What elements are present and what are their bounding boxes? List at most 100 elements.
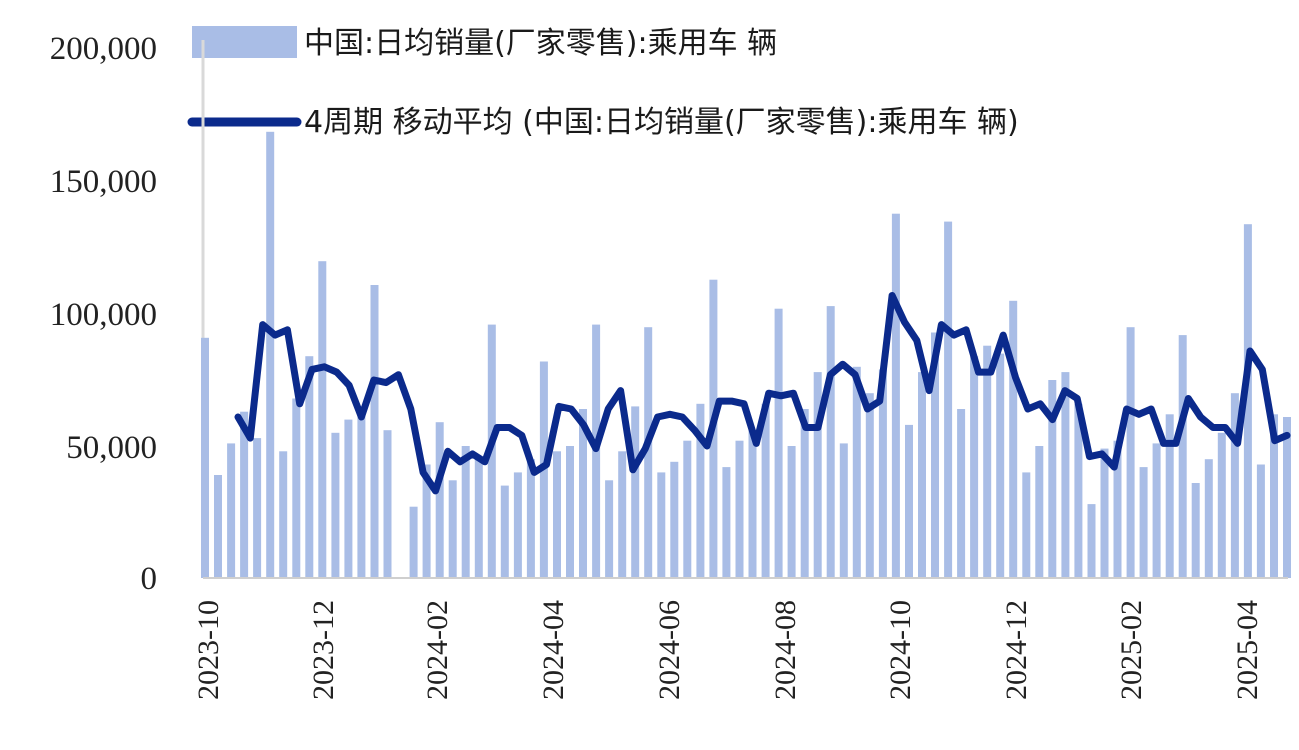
bar <box>266 131 275 579</box>
bar <box>566 446 574 578</box>
bar <box>618 451 627 578</box>
bar <box>201 337 209 578</box>
bar <box>891 213 900 578</box>
y-axis: 200,000 150,000 100,000 50,000 0 <box>50 31 157 597</box>
y-tick-label: 0 <box>141 561 158 597</box>
bar <box>983 345 992 578</box>
bar <box>839 443 848 578</box>
bar <box>1243 224 1252 578</box>
bar <box>383 430 392 578</box>
bar <box>631 406 640 578</box>
bar <box>292 398 301 578</box>
legend: 中国:日均销量(厂家零售):乘用车 辆 4周期 移动平均 (中国:日均销量(厂家… <box>187 26 1019 140</box>
x-tick-label: 2024-08 <box>769 600 802 700</box>
bar <box>461 446 470 578</box>
bar <box>579 409 587 578</box>
bar <box>878 369 887 578</box>
bar <box>435 422 444 578</box>
y-tick-label: 150,000 <box>50 164 157 200</box>
bar <box>1256 464 1265 578</box>
bar <box>722 467 731 578</box>
bar <box>644 327 653 578</box>
x-tick-label: 2024-12 <box>1000 600 1033 700</box>
bar <box>1009 300 1018 578</box>
y-tick-label: 200,000 <box>50 31 157 67</box>
bar <box>1022 472 1031 578</box>
bar <box>344 419 353 578</box>
legend-bar-swatch <box>192 26 297 58</box>
bar <box>318 261 327 578</box>
bar <box>553 451 561 578</box>
bar <box>931 332 939 578</box>
bar <box>1087 504 1096 578</box>
bar <box>865 393 874 578</box>
bar <box>448 480 457 578</box>
bar <box>813 372 822 578</box>
x-tick-label: 2023-10 <box>192 600 225 700</box>
bar <box>500 485 509 578</box>
bar <box>409 506 418 578</box>
y-tick-label: 100,000 <box>50 297 157 333</box>
bar <box>370 285 379 578</box>
bar <box>474 456 483 578</box>
bar-series <box>201 131 1291 579</box>
bar <box>279 451 288 578</box>
bar <box>996 353 1005 578</box>
bar <box>240 411 249 578</box>
bar <box>513 472 522 578</box>
bar <box>970 356 979 578</box>
bar <box>1217 432 1226 578</box>
bar <box>905 424 913 578</box>
legend-bar-label: 中国:日均销量(厂家零售):乘用车 辆 <box>304 26 777 61</box>
bar <box>852 366 861 578</box>
x-axis: 2023-10 2023-12 2024-02 2024-04 2024-06 … <box>192 600 1264 700</box>
bar <box>1126 327 1135 578</box>
line-series <box>234 292 1291 495</box>
bar <box>214 475 222 578</box>
bar <box>1074 403 1083 578</box>
bar <box>253 438 262 578</box>
bar <box>670 461 679 578</box>
bar <box>1061 372 1070 578</box>
moving-average-line <box>234 292 1291 495</box>
bar <box>944 221 953 578</box>
bar <box>1270 414 1278 578</box>
x-tick-label: 2025-02 <box>1115 600 1148 700</box>
bar <box>787 446 796 578</box>
bar <box>657 472 666 578</box>
bar <box>1283 417 1291 578</box>
bar <box>605 480 614 578</box>
bar <box>918 372 926 578</box>
bar <box>1230 393 1239 578</box>
bar <box>1100 448 1109 578</box>
bar <box>1191 483 1200 578</box>
bar <box>526 459 535 578</box>
bar <box>331 432 340 578</box>
bar <box>227 443 236 578</box>
bar <box>683 440 692 578</box>
bar <box>1113 440 1122 578</box>
x-tick-label: 2024-06 <box>653 600 686 700</box>
bar <box>800 409 809 578</box>
bar <box>761 403 770 578</box>
bar <box>1048 380 1057 578</box>
bar <box>305 356 314 578</box>
bar <box>1152 443 1161 578</box>
bar <box>696 403 705 578</box>
bar <box>1178 335 1187 578</box>
x-tick-label: 2025-04 <box>1231 600 1264 700</box>
bar <box>735 440 744 578</box>
x-tick-label: 2023-12 <box>307 600 340 700</box>
x-tick-label: 2024-02 <box>421 600 454 700</box>
x-tick-label: 2024-04 <box>537 600 570 700</box>
bar <box>748 430 757 578</box>
x-tick-label: 2024-10 <box>884 600 917 700</box>
y-tick-label: 50,000 <box>66 430 157 466</box>
bar <box>1204 459 1213 578</box>
bar <box>357 409 366 578</box>
bar <box>1139 467 1148 578</box>
bar <box>1035 446 1044 578</box>
bar <box>957 409 966 578</box>
bar <box>774 308 783 578</box>
